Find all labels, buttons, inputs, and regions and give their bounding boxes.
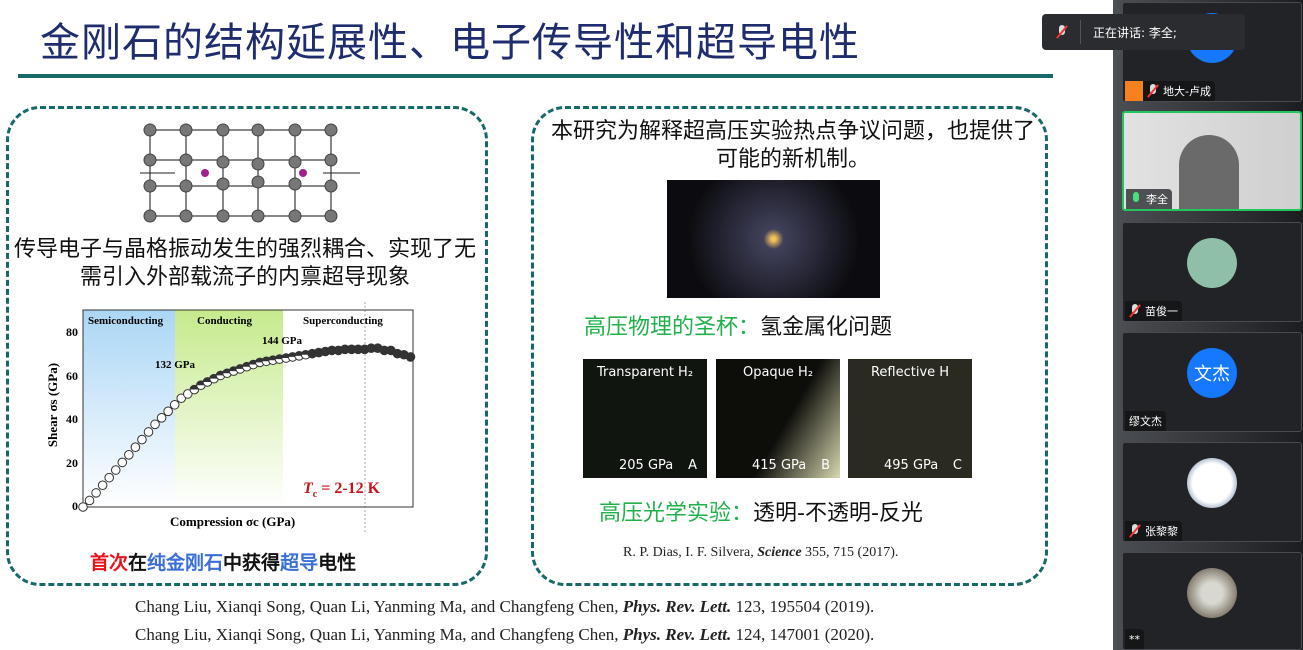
region-semiconducting	[83, 310, 175, 507]
reference-2: Chang Liu, Xianqi Song, Quan Li, Yanming…	[135, 625, 875, 644]
dias-citation: R. P. Dias, I. F. Silvera, Science 355, …	[623, 545, 899, 560]
avatar	[1187, 238, 1237, 288]
data-point-open	[150, 419, 160, 430]
annotation-132: 132 GPa	[155, 359, 196, 371]
y-axis-label: Shear σs (GPa)	[45, 362, 60, 448]
data-point-open	[183, 389, 193, 399]
data-point-open	[169, 399, 180, 410]
speaking-toast: 正在讲话: 李全;	[1042, 14, 1245, 50]
photo-transparent: Transparent H₂ 205 GPa A	[583, 359, 707, 478]
mic-muted-icon	[1056, 25, 1068, 39]
presentation-slide: 金刚石的结构延展性、电子传导性和超导电性 传导电子与晶格振动发生的强烈耦合、实现…	[6, 20, 1053, 644]
data-point-open	[78, 502, 88, 512]
lattice-diagram	[140, 123, 360, 223]
y-tick-label: 60	[66, 368, 78, 383]
user-icon	[1125, 81, 1143, 101]
data-point-open	[124, 450, 134, 460]
right-heading: 本研究为解释超高压实验热点争议问题，也提供了可能的新机制。	[550, 119, 1035, 172]
highlight-segment: 中获得	[223, 552, 281, 574]
participant-tile[interactable]: **	[1122, 552, 1302, 650]
mic-muted-icon	[1147, 84, 1159, 98]
participant-sidebar[interactable]: 地大-卢成 李全 苗俊一 文杰 缪文杰 张黎黎 **	[1113, 0, 1303, 650]
data-point-open	[143, 427, 154, 437]
photo-reflective: Reflective H 495 GPa C	[848, 359, 972, 478]
avatar: 文杰	[1187, 348, 1237, 398]
data-point-open	[156, 413, 167, 423]
data-point-open	[110, 465, 121, 475]
shear-compression-chart: Semiconducting Conducting Superconductin…	[40, 302, 425, 537]
highlight-segment: 电性	[318, 552, 357, 574]
data-point-open	[104, 472, 114, 483]
y-tick-label: 80	[66, 325, 78, 339]
annotation-144: 144 GPa	[262, 335, 303, 347]
data-point-open	[117, 457, 128, 468]
highlight-segment: 首次	[90, 552, 129, 574]
plot-frame	[82, 309, 414, 508]
participant-name: **	[1129, 632, 1140, 646]
y-tick-label: 40	[66, 412, 78, 426]
title-divider	[18, 74, 1053, 78]
reference-1: Chang Liu, Xianqi Song, Quan Li, Yanming…	[135, 597, 875, 616]
slide-title: 金刚石的结构延展性、电子传导性和超导电性	[40, 20, 860, 66]
highlight-sentence: 首次在纯金刚石中获得超导电性	[90, 548, 356, 575]
speaking-status: 正在讲话: 李全;	[1093, 25, 1177, 40]
data-point-open	[97, 480, 108, 491]
participant-name: 苗俊一	[1145, 305, 1178, 318]
left-caption: 传导电子与晶格振动发生的强烈耦合、实现了无需引入外部载流子的内禀超导现象	[13, 237, 476, 290]
right-panel	[531, 106, 1048, 586]
data-point-open	[91, 488, 101, 498]
data-point-open	[163, 406, 173, 417]
participant-tile[interactable]: 张黎黎	[1122, 442, 1302, 542]
mic-active-icon	[1130, 192, 1142, 206]
region-label: Superconducting	[303, 315, 383, 327]
y-tick-label: 20	[66, 455, 78, 470]
region-conducting	[175, 310, 283, 507]
tc-label: Tc = 2-12 K	[303, 480, 381, 501]
participant-name: 张黎黎	[1145, 525, 1178, 538]
data-point-filled	[405, 352, 416, 362]
grail-line: 高压物理的圣杯：氢金属化问题	[584, 315, 893, 340]
optics-line: 高压光学实验：透明-不透明-反光	[599, 501, 923, 526]
video-feed	[1179, 135, 1239, 209]
data-point-open	[130, 442, 141, 452]
highlight-segment: 纯金刚石	[147, 552, 224, 574]
participant-name: 缪文杰	[1129, 415, 1162, 428]
mic-muted-icon	[1129, 304, 1141, 318]
diamond-anvil-photo	[667, 180, 880, 298]
participant-name: 李全	[1146, 193, 1168, 206]
participant-tile[interactable]: 文杰 缪文杰	[1122, 332, 1302, 432]
highlight-segment: 在	[128, 552, 148, 574]
left-panel	[6, 106, 488, 586]
data-point-open	[84, 495, 95, 506]
participant-tile[interactable]: 苗俊一	[1122, 222, 1302, 322]
region-label: Conducting	[197, 315, 253, 327]
x-axis-label: Compression σc (GPa)	[170, 514, 296, 529]
mic-muted-icon	[1129, 524, 1141, 538]
y-tick-label: 0	[72, 499, 78, 513]
photo-opaque: Opaque H₂ 415 GPa B	[716, 359, 840, 478]
participant-tile-speaking[interactable]: 李全	[1122, 111, 1302, 211]
data-point-open	[137, 434, 147, 445]
region-label: Semiconducting	[88, 315, 164, 327]
data-point-open	[176, 393, 187, 404]
highlight-segment: 超导	[280, 552, 319, 574]
avatar	[1187, 458, 1237, 508]
avatar	[1187, 568, 1237, 618]
participant-name: 地大-卢成	[1163, 85, 1211, 98]
